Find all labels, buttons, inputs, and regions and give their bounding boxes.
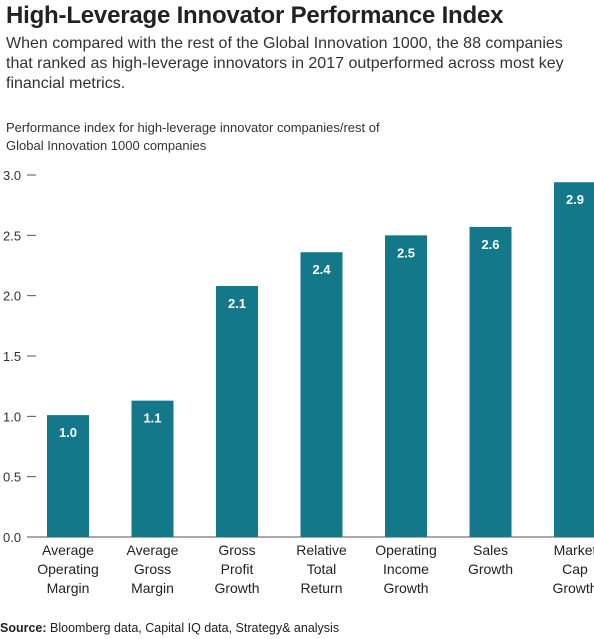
x-tick-label: Operating: [37, 561, 98, 577]
bar-value-label: 1.1: [143, 411, 161, 426]
bar: [469, 226, 512, 537]
x-tick-label: Average: [42, 542, 94, 558]
x-tick-label: Growth: [552, 580, 594, 596]
bar-value-label: 2.1: [228, 296, 246, 311]
chart-title: High-Leverage Innovator Performance Inde…: [6, 2, 504, 29]
bar-value-label: 2.6: [481, 237, 499, 252]
x-tick-label: Cap: [562, 561, 588, 577]
x-tick-label: Profit: [221, 561, 254, 577]
bar-chart: 0.0 0.5 1.0 1.5 2.0 2.5 3.0 1.0 Average Operating…: [3, 168, 594, 596]
y-tick-label: 1.5: [3, 349, 21, 364]
x-tick-label: Growth: [468, 561, 513, 577]
x-tick-label: Average: [127, 542, 179, 558]
bar-value-label: 1.0: [59, 425, 77, 440]
y-tick-label: 0.5: [3, 470, 21, 485]
bar: [554, 182, 594, 538]
x-tick-label: Operating: [375, 542, 436, 558]
x-tick-label: Margin: [131, 580, 174, 596]
x-tick-label: Sales: [473, 542, 508, 558]
bar-value-label: 2.4: [312, 262, 331, 277]
source-label: Source:: [0, 621, 47, 635]
x-tick-label: Growth: [383, 580, 428, 596]
x-tick-label: Relative: [296, 542, 347, 558]
bar: [300, 252, 343, 537]
bar-value-label: 2.9: [566, 192, 584, 207]
x-tick-label: Market: [554, 542, 594, 558]
x-tick-label: Gross: [218, 542, 255, 558]
x-tick-label: Return: [300, 580, 342, 596]
x-tick-label: Growth: [214, 580, 259, 596]
y-tick-label: 2.5: [3, 228, 21, 243]
x-tick-label: Gross: [134, 561, 171, 577]
source-text: Bloomberg data, Capital IQ data, Strateg…: [50, 621, 340, 635]
chart-subtitle: When compared with the rest of the Globa…: [6, 35, 564, 92]
bar: [385, 235, 427, 537]
y-axis-label: Performance index for high-leverage inno…: [6, 120, 380, 153]
y-tick-label: 1.0: [3, 409, 21, 424]
bar: [131, 400, 174, 537]
y-tick-label: 0.0: [3, 530, 21, 545]
x-tick-label: Margin: [47, 580, 90, 596]
bar-value-label: 2.5: [397, 245, 415, 260]
bar: [47, 415, 89, 537]
x-tick-label: Total: [307, 561, 337, 577]
x-tick-label: Income: [383, 561, 429, 577]
bar: [216, 286, 258, 537]
y-tick-label: 2.0: [3, 289, 21, 304]
source-note: Source: Bloomberg data, Capital IQ data,…: [0, 621, 339, 635]
y-tick-label: 3.0: [3, 168, 21, 183]
